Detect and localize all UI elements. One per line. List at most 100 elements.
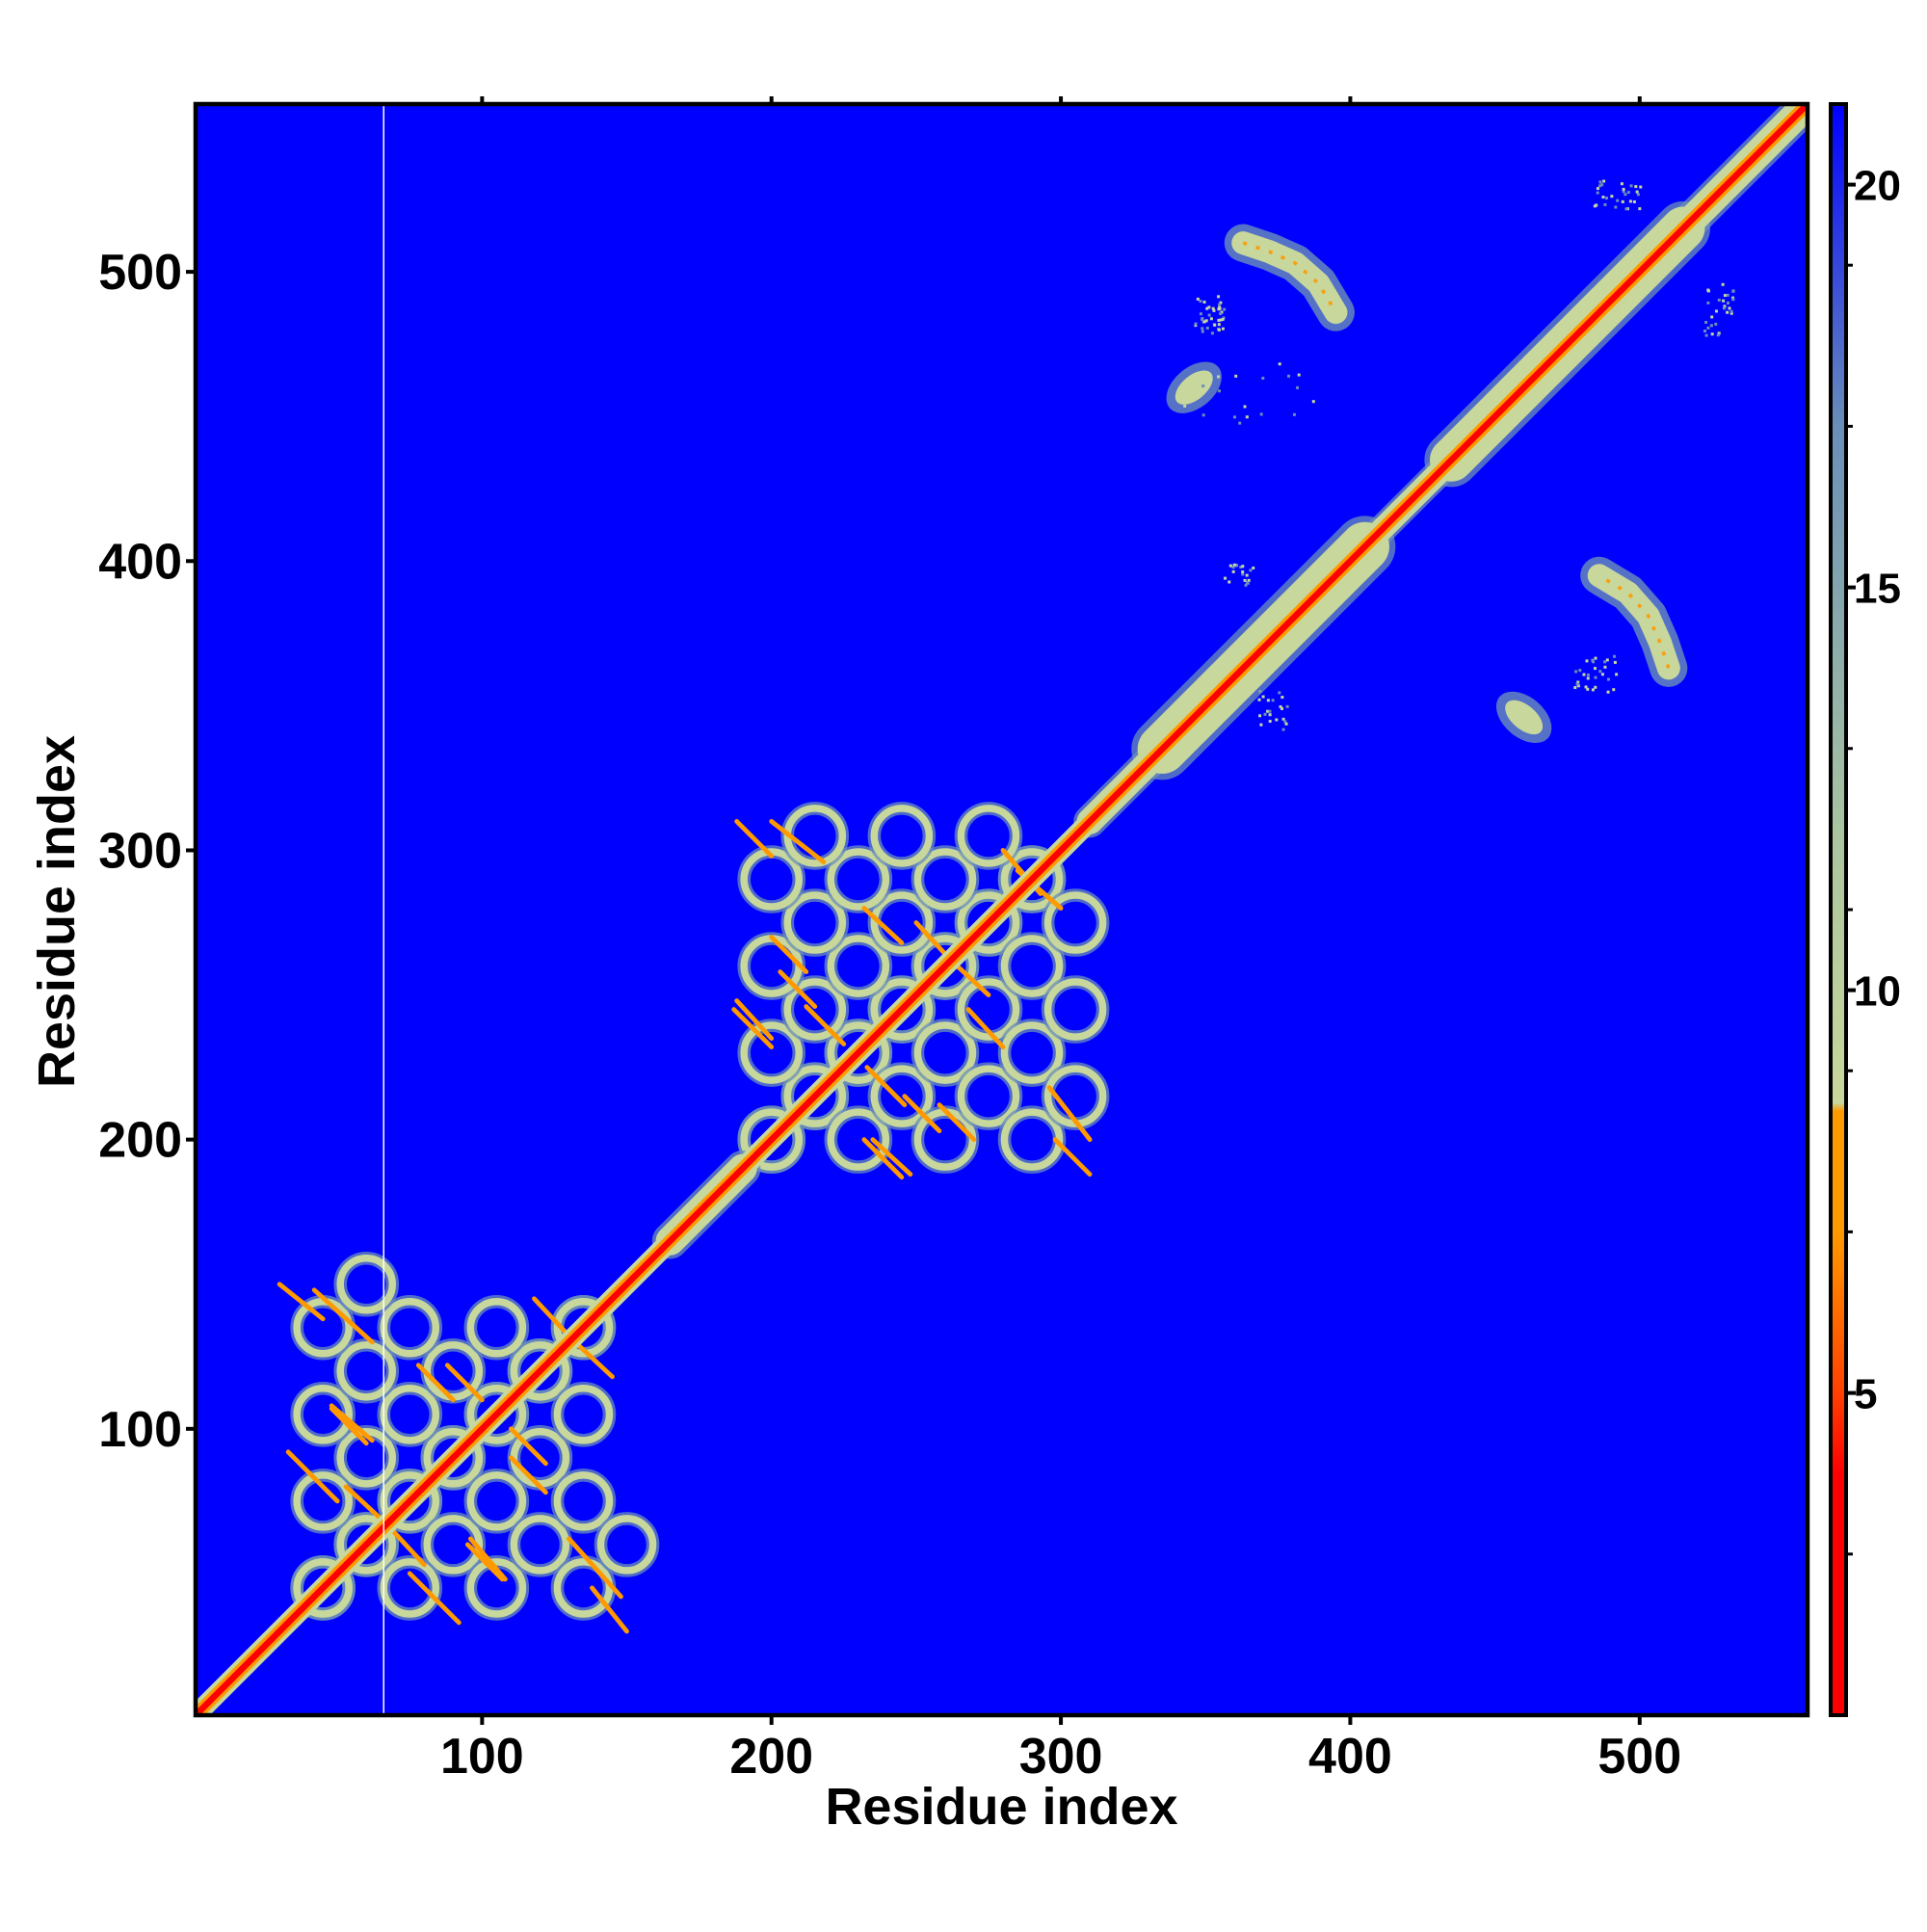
speckle-cell	[1201, 317, 1204, 321]
speckle-cell	[1218, 303, 1222, 306]
speckle-cell	[1575, 682, 1579, 686]
domain2-ring-14-mirror-ring	[957, 1065, 1020, 1127]
speckle-cell	[1241, 569, 1245, 573]
speckle-cell	[1605, 658, 1609, 662]
speckle-cell	[1247, 578, 1251, 582]
domain2-ring-10-mirror-ring	[957, 978, 1020, 1041]
speckle-cell	[1717, 298, 1721, 302]
domain1-strand-mirror-7	[311, 1287, 375, 1345]
speckle-cell	[1259, 412, 1263, 416]
speckle-cell	[1220, 310, 1224, 314]
axes: 100 200 300 400 500 100 200 300 400 500	[98, 96, 1810, 1785]
speckle-cell	[1586, 676, 1590, 680]
domain1-ring-7-mirror-ring	[423, 1515, 484, 1575]
domain1-ring-18-mirror-ring	[510, 1515, 570, 1575]
speckle-cell	[1604, 197, 1608, 200]
speckle-cell	[1594, 667, 1597, 671]
plot-frame	[193, 101, 1810, 1718]
speckle-cell	[1621, 199, 1624, 203]
domain2-ring-11-ring	[913, 848, 977, 911]
domain2-ring-3-mirror-ring	[870, 978, 934, 1041]
speckle-cell	[1199, 312, 1202, 316]
speckle-cell	[1199, 300, 1202, 304]
speckle-cell	[1210, 331, 1214, 335]
speckle-c	[1593, 179, 1643, 211]
speckle-cell	[1271, 699, 1275, 702]
y-tick-label: 400	[98, 534, 182, 590]
domain2-strand-mirror-9	[734, 998, 775, 1041]
speckle-cell	[1703, 330, 1707, 333]
colorbar-tick-label: 10	[1854, 968, 1901, 1016]
speckle-cell	[1209, 317, 1213, 321]
y-axis-label: Residue index	[28, 735, 86, 1088]
domain2-ring-7-mirror-ring	[827, 1108, 890, 1171]
y-tick-label: 300	[98, 823, 182, 879]
speckle-cell	[1613, 660, 1617, 664]
speckle-cell	[1728, 306, 1731, 310]
speckle-cell	[1217, 318, 1221, 322]
speckle-cell	[1228, 564, 1232, 568]
domain1-strand-4	[464, 1542, 505, 1582]
speckle-cell	[1722, 299, 1726, 303]
contact-arc-mirror-core	[1597, 573, 1671, 669]
speckle-cell	[1629, 184, 1633, 188]
domain2-ring-17-mirror-ring	[1000, 1108, 1064, 1171]
speckle-cell	[1613, 654, 1617, 658]
speckle-cell	[1578, 669, 1582, 673]
domain2-ring-16-ring	[870, 805, 934, 867]
speckle-cell	[1297, 373, 1301, 377]
speckle-cell	[1219, 312, 1223, 316]
speckle-cell	[1221, 327, 1225, 331]
domain1-ring-25-mirror-ring	[596, 1515, 657, 1575]
speckle-cell	[1284, 722, 1288, 726]
speckle-cell	[1239, 566, 1243, 569]
speckle-cell	[1710, 315, 1714, 319]
speckle-cell	[1612, 688, 1616, 692]
speckle-cell	[1232, 415, 1236, 419]
x-tick-label: 500	[1597, 1729, 1681, 1785]
x-tick-label: 200	[729, 1729, 813, 1785]
speckle-cell	[1279, 704, 1282, 708]
speckle-cell	[1595, 203, 1598, 207]
speckle-cell	[1726, 293, 1729, 297]
speckle-cell	[1207, 305, 1211, 309]
speckle-b	[1183, 362, 1315, 425]
speckle-cell	[1636, 193, 1640, 197]
domain1-strand-mirror-4	[329, 1406, 369, 1446]
domain1-strand-8	[415, 1363, 456, 1403]
domain1-ring-18-ring	[336, 1340, 396, 1401]
speckle-cell	[1576, 684, 1580, 688]
domain1-ring-23-ring	[293, 1297, 353, 1358]
speckle-cell	[1714, 322, 1718, 326]
domain2-strand-7	[1046, 1085, 1093, 1143]
speckle-cell	[1244, 583, 1248, 587]
speckle-cell	[1706, 326, 1710, 330]
domain2-ring-2-mirror-ring	[827, 1021, 890, 1084]
speckle-cell	[1217, 328, 1221, 331]
y-tick-label: 100	[98, 1402, 182, 1458]
speckle-cell	[1622, 190, 1625, 194]
domain1-strand-2	[277, 1282, 326, 1322]
speckle-cell	[1616, 198, 1620, 202]
contact-patch	[1166, 361, 1222, 413]
speckle-cell	[1234, 563, 1238, 567]
speckle-cell	[1280, 706, 1284, 710]
speckle-cell	[1635, 190, 1639, 194]
speckle-cell	[1596, 187, 1599, 191]
domain1-ring-5-mirror-ring	[510, 1340, 570, 1401]
domain2-ring-15-ring	[827, 848, 890, 911]
speckle-cell	[1223, 307, 1227, 311]
domain1-strand-3	[386, 1524, 427, 1568]
speckle-cell	[1622, 187, 1625, 191]
speckle-cell	[1573, 686, 1577, 690]
domain1-ring-10-mirror-ring	[553, 1385, 614, 1444]
speckle-cell	[1582, 673, 1586, 676]
speckle-cell	[1217, 375, 1221, 379]
domain2-ring-9-ring	[827, 935, 890, 997]
speckle-cell	[1281, 728, 1285, 731]
contact-patch-mirror	[1495, 691, 1552, 744]
speckle-cell	[1245, 573, 1249, 577]
x-tick-label: 300	[1019, 1729, 1103, 1785]
domain2-ring-6-mirror-ring	[1000, 848, 1064, 911]
speckle-cell	[1243, 405, 1247, 409]
